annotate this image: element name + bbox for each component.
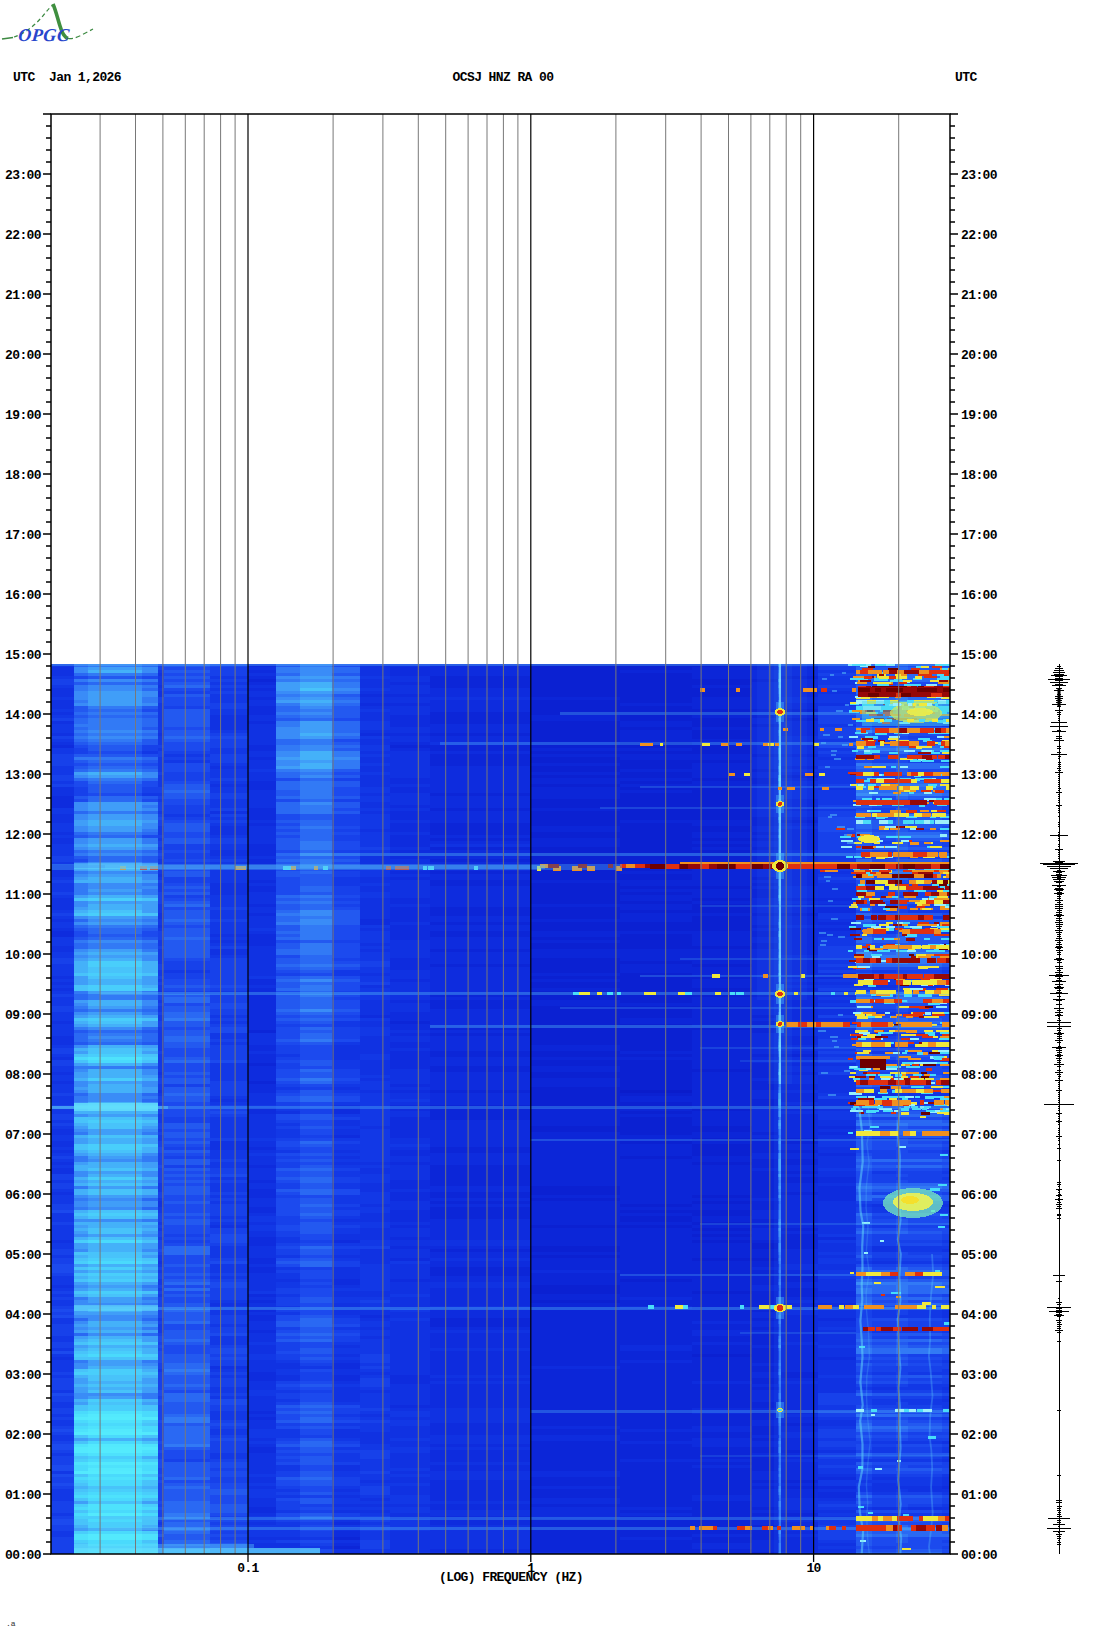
svg-text:12:00: 12:00 bbox=[961, 828, 998, 843]
svg-text:23:00: 23:00 bbox=[961, 168, 998, 183]
svg-text:04:00: 04:00 bbox=[961, 1308, 998, 1323]
svg-text:0.1: 0.1 bbox=[237, 1561, 259, 1576]
svg-text:08:00: 08:00 bbox=[961, 1068, 998, 1083]
svg-text:10:00: 10:00 bbox=[5, 948, 42, 963]
svg-text:13:00: 13:00 bbox=[961, 768, 998, 783]
svg-text:20:00: 20:00 bbox=[5, 348, 42, 363]
svg-text:01:00: 01:00 bbox=[5, 1488, 42, 1503]
svg-text:(LOG) FREQUENCY (HZ): (LOG) FREQUENCY (HZ) bbox=[439, 1570, 583, 1585]
svg-text:22:00: 22:00 bbox=[961, 228, 998, 243]
svg-text:10:00: 10:00 bbox=[961, 948, 998, 963]
svg-text:12:00: 12:00 bbox=[5, 828, 42, 843]
svg-text:07:00: 07:00 bbox=[961, 1128, 998, 1143]
svg-text:04:00: 04:00 bbox=[5, 1308, 42, 1323]
svg-text:22:00: 22:00 bbox=[5, 228, 42, 243]
svg-text:06:00: 06:00 bbox=[961, 1188, 998, 1203]
svg-text:11:00: 11:00 bbox=[5, 888, 42, 903]
svg-text:14:00: 14:00 bbox=[961, 708, 998, 723]
svg-text:05:00: 05:00 bbox=[961, 1248, 998, 1263]
svg-text:17:00: 17:00 bbox=[5, 528, 42, 543]
svg-text:OPGC: OPGC bbox=[17, 25, 71, 45]
svg-text:15:00: 15:00 bbox=[961, 648, 998, 663]
svg-text:OCSJ HNZ RA 00: OCSJ HNZ RA 00 bbox=[453, 70, 555, 85]
svg-text:19:00: 19:00 bbox=[5, 408, 42, 423]
svg-text:13:00: 13:00 bbox=[5, 768, 42, 783]
svg-text:14:00: 14:00 bbox=[5, 708, 42, 723]
svg-text:19:00: 19:00 bbox=[961, 408, 998, 423]
svg-text:16:00: 16:00 bbox=[961, 588, 998, 603]
svg-text:08:00: 08:00 bbox=[5, 1068, 42, 1083]
svg-text:10: 10 bbox=[806, 1561, 821, 1576]
svg-text:Jan 1,2026: Jan 1,2026 bbox=[49, 70, 122, 85]
svg-text:15:00: 15:00 bbox=[5, 648, 42, 663]
svg-text:21:00: 21:00 bbox=[961, 288, 998, 303]
svg-text:06:00: 06:00 bbox=[5, 1188, 42, 1203]
svg-text:21:00: 21:00 bbox=[5, 288, 42, 303]
svg-text:18:00: 18:00 bbox=[5, 468, 42, 483]
svg-text:UTC: UTC bbox=[955, 70, 977, 85]
svg-text:00:00: 00:00 bbox=[961, 1548, 998, 1563]
svg-text:07:00: 07:00 bbox=[5, 1128, 42, 1143]
svg-text:11:00: 11:00 bbox=[961, 888, 998, 903]
svg-text:02:00: 02:00 bbox=[961, 1428, 998, 1443]
svg-text:.a: .a bbox=[6, 1619, 16, 1628]
svg-text:05:00: 05:00 bbox=[5, 1248, 42, 1263]
svg-text:09:00: 09:00 bbox=[961, 1008, 998, 1023]
svg-text:01:00: 01:00 bbox=[961, 1488, 998, 1503]
svg-text:20:00: 20:00 bbox=[961, 348, 998, 363]
svg-text:23:00: 23:00 bbox=[5, 168, 42, 183]
svg-text:03:00: 03:00 bbox=[961, 1368, 998, 1383]
svg-text:17:00: 17:00 bbox=[961, 528, 998, 543]
svg-text:09:00: 09:00 bbox=[5, 1008, 42, 1023]
svg-text:02:00: 02:00 bbox=[5, 1428, 42, 1443]
svg-text:UTC: UTC bbox=[13, 70, 35, 85]
svg-text:16:00: 16:00 bbox=[5, 588, 42, 603]
svg-text:00:00: 00:00 bbox=[5, 1548, 42, 1563]
svg-text:18:00: 18:00 bbox=[961, 468, 998, 483]
svg-text:03:00: 03:00 bbox=[5, 1368, 42, 1383]
